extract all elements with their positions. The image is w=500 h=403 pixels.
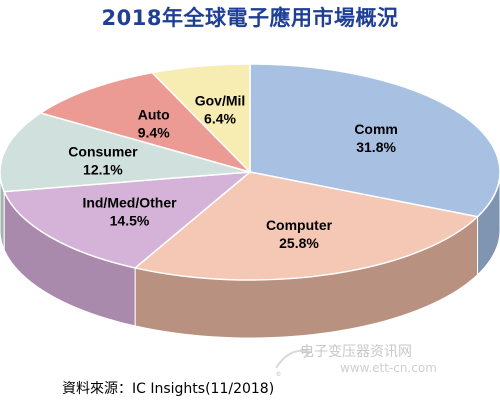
- watermark: 电子变压器资讯网 www.ett-cn.com: [300, 344, 437, 376]
- watermark-url: www.ett-cn.com: [340, 361, 437, 375]
- pie-slice-computer: [133, 171, 480, 281]
- pie-label-layer: Comm 31.8% Computer 25.8% Ind/Med/Other 14.5%…: [68, 93, 398, 252]
- source-note: 資料來源：IC Insights(11/2018): [62, 381, 275, 397]
- slice-name-comm: Comm: [354, 121, 398, 137]
- slice-name-consumer: Consumer: [68, 143, 138, 159]
- pie-slice-consumer: [0, 112, 251, 193]
- slice-label-ind-med-other: Ind/Med/Other 14.5%: [82, 195, 177, 229]
- chart-title: 2018年全球電子應用市場概況: [101, 6, 399, 30]
- slice-label-comm: Comm 31.8%: [354, 121, 398, 155]
- watermark-logo-icon: e: [275, 349, 313, 378]
- slice-value-auto: 9.4%: [138, 124, 170, 140]
- pie-slice-auto: [38, 71, 253, 174]
- slice-value-computer: 25.8%: [279, 235, 319, 251]
- slice-name-auto: Auto: [138, 106, 170, 122]
- pie-slice-gov-mil: [150, 63, 251, 174]
- slice-label-auto: Auto 9.4%: [138, 106, 170, 140]
- slice-value-ind-med-other: 14.5%: [110, 213, 150, 229]
- slice-name-ind-med-other: Ind/Med/Other: [82, 195, 177, 211]
- slice-value-comm: 31.8%: [356, 139, 396, 155]
- slice-label-consumer: Consumer 12.1%: [68, 143, 138, 177]
- pie-slice-ind-med-other: [3, 171, 253, 269]
- slice-label-computer: Computer 25.8%: [266, 217, 333, 251]
- slice-name-gov-mil: Gov/Mil: [195, 93, 246, 109]
- slice-name-computer: Computer: [266, 217, 333, 233]
- slice-value-consumer: 12.1%: [83, 161, 123, 177]
- slice-label-gov-mil: Gov/Mil 6.4%: [195, 93, 246, 127]
- watermark-title: 电子变压器资讯网: [300, 344, 412, 360]
- slice-value-gov-mil: 6.4%: [204, 111, 236, 127]
- pie-slice-comm: [249, 63, 500, 218]
- pie-top-layer: [0, 63, 500, 281]
- svg-text:e: e: [276, 369, 281, 378]
